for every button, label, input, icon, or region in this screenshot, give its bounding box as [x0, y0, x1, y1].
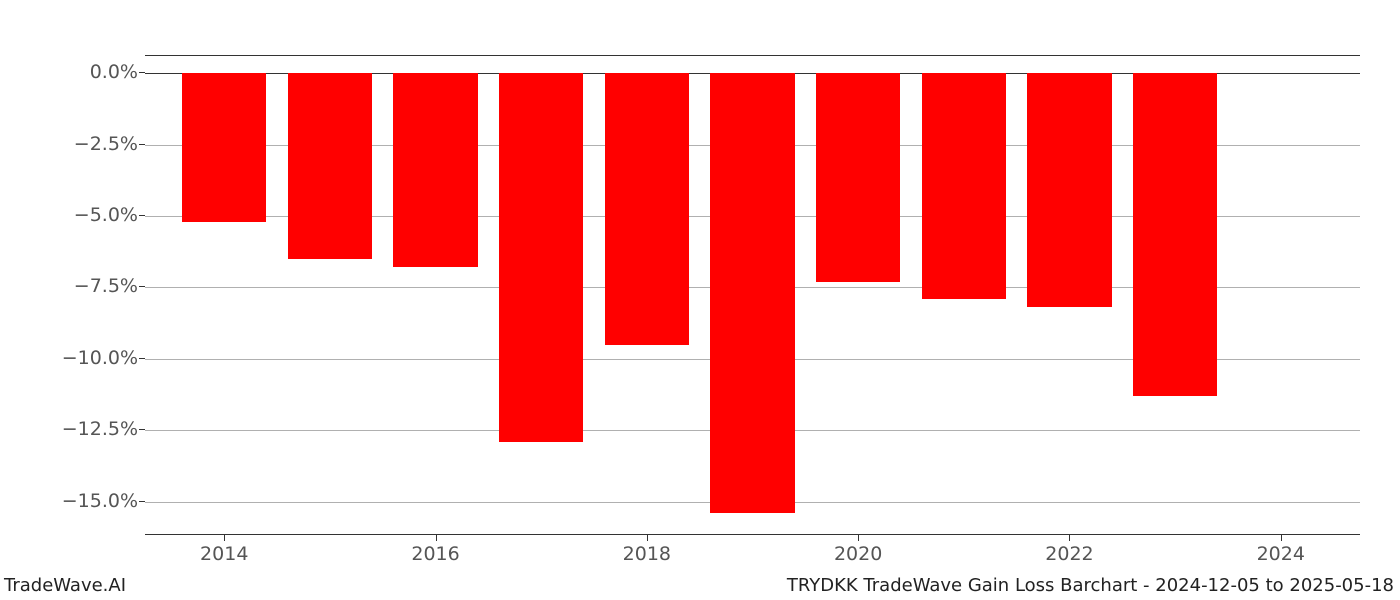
figure: 0.0% −2.5% −5.0% −7.5% −10.0% −12.5% −15.0% 20… — [0, 0, 1400, 600]
bar — [710, 73, 795, 513]
ytick-mark — [139, 358, 145, 359]
xtick-mark — [1069, 535, 1070, 541]
bar — [605, 73, 690, 344]
bar — [182, 73, 267, 222]
xtick-label: 2016 — [411, 543, 459, 565]
ytick-label: −7.5% — [74, 275, 138, 297]
plot-area — [145, 55, 1360, 535]
xtick-mark — [224, 535, 225, 541]
ytick-mark — [139, 501, 145, 502]
ytick-label: −15.0% — [62, 490, 138, 512]
xtick-label: 2024 — [1257, 543, 1305, 565]
bar — [1027, 73, 1112, 307]
xtick-label: 2020 — [834, 543, 882, 565]
ytick-mark — [139, 286, 145, 287]
xtick-label: 2018 — [623, 543, 671, 565]
bar — [288, 73, 373, 259]
bar — [499, 73, 584, 442]
xtick-mark — [858, 535, 859, 541]
ytick-mark — [139, 144, 145, 145]
footer-caption: TRYDKK TradeWave Gain Loss Barchart - 20… — [787, 575, 1394, 596]
ytick-mark — [139, 215, 145, 216]
bar — [922, 73, 1007, 299]
ytick-label: −5.0% — [74, 204, 138, 226]
ytick-label: −10.0% — [62, 347, 138, 369]
bar — [816, 73, 901, 282]
bar — [393, 73, 478, 267]
xtick-mark — [1281, 535, 1282, 541]
bar — [1133, 73, 1218, 396]
ytick-label: 0.0% — [90, 61, 138, 83]
ytick-mark — [139, 429, 145, 430]
ytick-mark — [139, 72, 145, 73]
footer-brand: TradeWave.AI — [4, 575, 126, 596]
ytick-label: −2.5% — [74, 133, 138, 155]
xtick-label: 2022 — [1045, 543, 1093, 565]
xtick-mark — [436, 535, 437, 541]
xtick-mark — [647, 535, 648, 541]
ytick-label: −12.5% — [62, 418, 138, 440]
xtick-label: 2014 — [200, 543, 248, 565]
